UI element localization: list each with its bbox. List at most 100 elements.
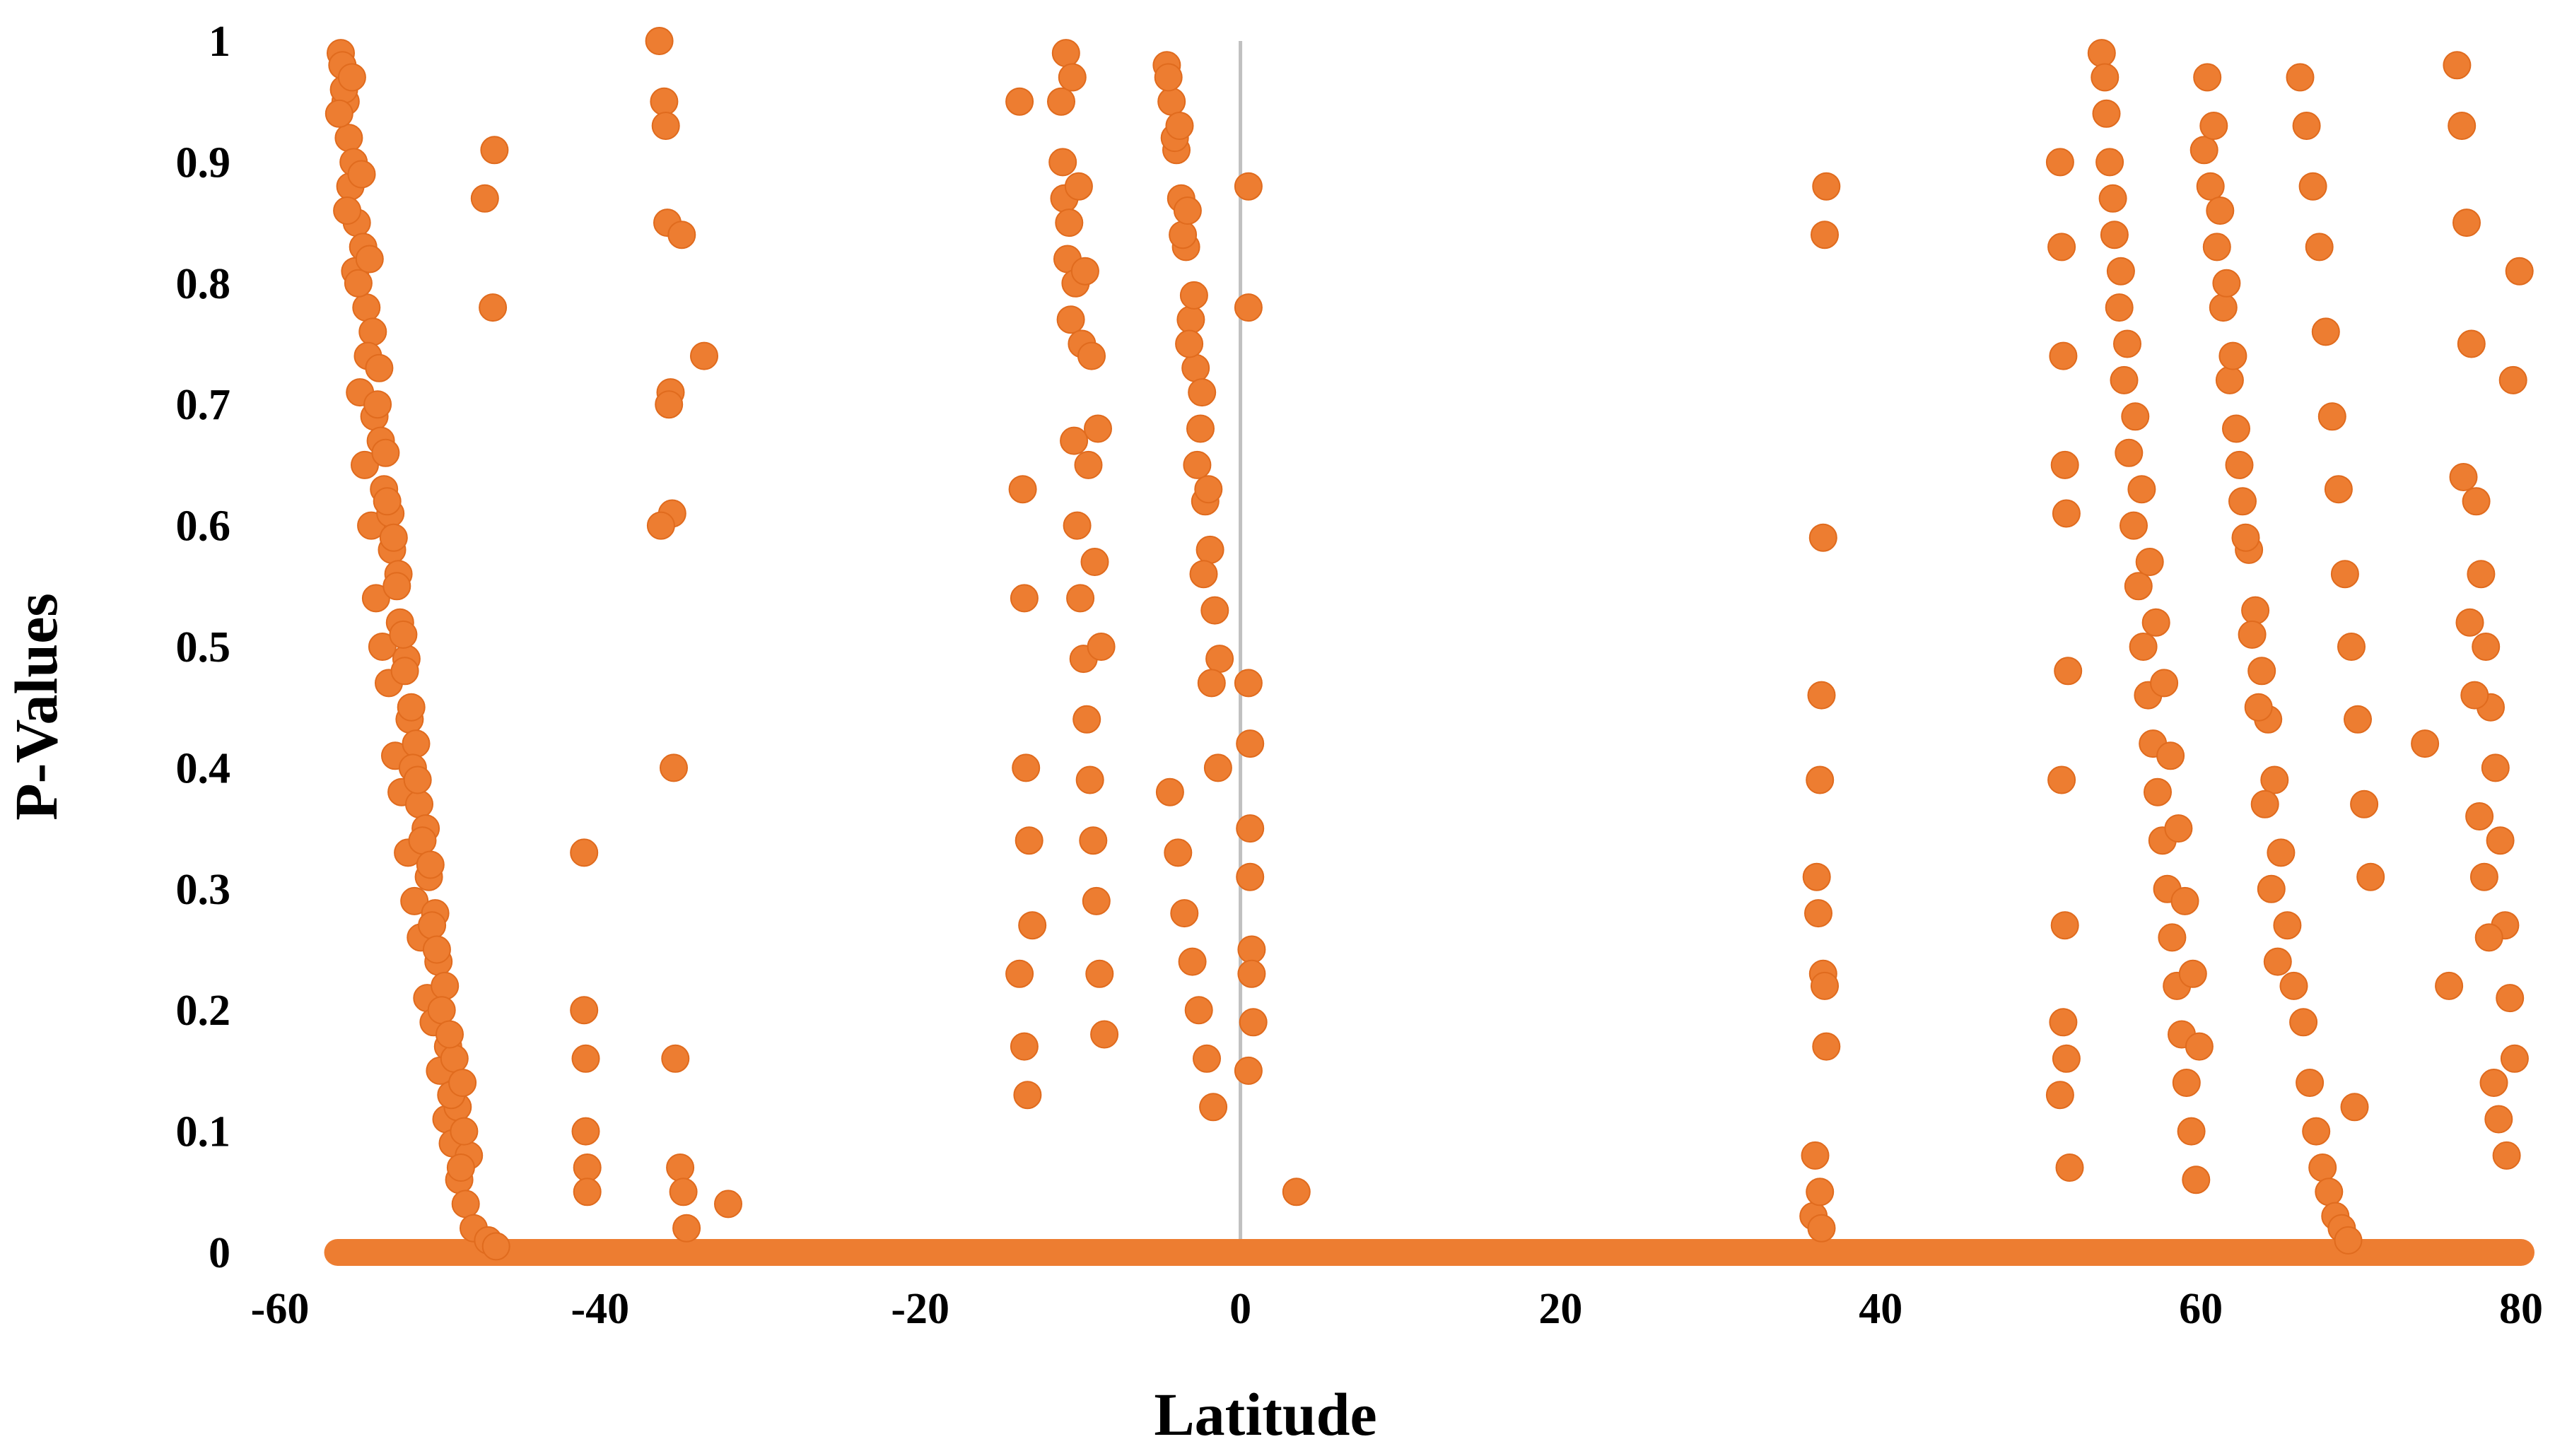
data-point: [416, 850, 445, 879]
data-point: [2150, 669, 2179, 698]
data-point: [1811, 221, 1839, 249]
data-point: [2257, 874, 2286, 903]
data-point: [1010, 1032, 1039, 1061]
data-point: [371, 438, 400, 467]
data-point: [2472, 633, 2501, 661]
x-tick-label: 0: [1229, 1285, 1251, 1333]
data-point: [344, 269, 373, 298]
data-point: [358, 317, 387, 346]
data-point: [2045, 148, 2074, 177]
data-point: [1234, 669, 1263, 698]
data-point: [2228, 487, 2257, 516]
data-point: [1084, 414, 1112, 443]
x-tick-label: -60: [251, 1285, 310, 1333]
data-point: [2492, 1141, 2521, 1170]
data-point: [1082, 886, 1111, 915]
data-point: [1175, 329, 1204, 358]
data-point: [379, 523, 408, 552]
data-point: [2452, 209, 2481, 237]
y-tick-label: 0.5: [176, 623, 231, 671]
data-point: [403, 765, 432, 794]
data-point: [389, 620, 418, 649]
data-point: [2120, 511, 2148, 540]
data-point: [2158, 923, 2187, 952]
data-point: [2289, 1008, 2318, 1037]
data-point: [2215, 365, 2244, 394]
x-tick-labels: -60 -40 -20 0 20 40 60 80: [251, 1285, 2543, 1333]
data-point: [352, 293, 381, 322]
data-point: [1205, 645, 1234, 674]
data-point: [1087, 633, 1116, 661]
data-point: [2462, 487, 2491, 516]
data-point: [655, 390, 684, 419]
data-point: [1236, 862, 1265, 891]
data-point: [2296, 1069, 2325, 1097]
data-point: [1806, 1178, 1835, 1207]
data-point: [2095, 148, 2124, 177]
data-point: [1047, 87, 1075, 116]
data-point: [2460, 681, 2489, 710]
data-point: [408, 826, 437, 855]
data-point: [1195, 535, 1224, 564]
data-point: [1282, 1178, 1311, 1207]
data-point: [2196, 172, 2225, 201]
data-point: [2212, 269, 2241, 298]
data-point: [2244, 693, 2273, 722]
data-point: [2092, 99, 2121, 128]
data-point: [2209, 293, 2238, 322]
data-point: [1015, 826, 1043, 855]
data-point: [1072, 705, 1101, 734]
data-point: [1807, 681, 1836, 710]
data-point: [1173, 196, 1202, 225]
data-point: [2411, 729, 2440, 758]
data-point: [2206, 196, 2235, 225]
data-point: [2127, 475, 2156, 504]
data-point: [2435, 971, 2464, 1000]
data-point: [1200, 596, 1229, 625]
data-point: [2199, 112, 2228, 140]
data-point: [422, 935, 451, 964]
data-point: [2049, 1008, 2078, 1037]
data-point: [2324, 475, 2353, 504]
data-point: [2505, 257, 2534, 286]
x-axis-title: Latitude: [1154, 1380, 1376, 1448]
data-point: [1164, 838, 1193, 867]
data-point: [1236, 729, 1265, 758]
x-tick-label: -40: [571, 1285, 630, 1333]
data-point: [2144, 777, 2172, 806]
data-point: [2091, 63, 2120, 92]
data-point: [1237, 935, 1266, 964]
data-point: [646, 511, 675, 540]
data-point: [382, 572, 411, 601]
data-point: [1193, 1044, 1221, 1073]
data-point: [2106, 257, 2135, 286]
y-axis-title: P-Values: [2, 593, 70, 821]
data-point: [2182, 1166, 2211, 1194]
data-point: [1804, 899, 1832, 928]
data-point: [651, 112, 680, 140]
data-point: [1077, 341, 1106, 370]
data-point: [1237, 959, 1266, 988]
data-point: [2241, 596, 2270, 625]
data-point: [1188, 378, 1217, 407]
data-point: [2315, 1178, 2344, 1207]
data-point: [1085, 959, 1114, 988]
data-point: [1075, 765, 1104, 794]
data-point: [2292, 112, 2321, 140]
data-point: [570, 838, 599, 867]
data-point: [2469, 862, 2498, 891]
data-point: [1197, 669, 1226, 698]
data-point: [2231, 523, 2260, 552]
data-point: [373, 487, 402, 516]
data-point: [2189, 136, 2218, 165]
y-tick-label: 0.2: [176, 987, 231, 1035]
data-point: [1018, 911, 1047, 940]
y-tick-label: 1: [209, 18, 230, 66]
data-point: [1169, 221, 1198, 249]
data-point: [1178, 947, 1207, 976]
data-point: [690, 341, 718, 370]
data-point: [1808, 523, 1837, 552]
data-point: [573, 1178, 602, 1207]
data-point: [1058, 63, 1087, 92]
data-point: [2479, 1069, 2508, 1097]
